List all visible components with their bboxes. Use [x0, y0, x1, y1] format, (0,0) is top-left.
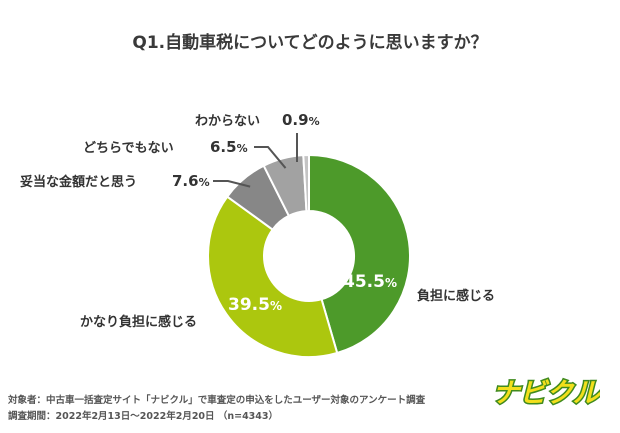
category-label-4: どちらでもない — [83, 141, 174, 156]
category-label-3: 妥当な金額だと思う — [20, 174, 137, 190]
category-label-2: かなり負担に感じる — [80, 314, 197, 330]
navikuru-logo: ナビクル — [492, 377, 600, 410]
survey-period-note: 調査期間：2022年2月13日～2022年2月20日 （n=4343） — [8, 411, 279, 422]
category-label-5: わからない — [195, 114, 260, 129]
value-label-5: 0.9% — [282, 111, 320, 129]
slice-5 — [302, 153, 310, 213]
slice-1 — [308, 153, 411, 355]
leader-line — [213, 180, 251, 188]
category-label-1: 負担に感じる — [417, 288, 495, 304]
value-label-1: 45.5% — [343, 272, 397, 292]
leader-line — [254, 146, 287, 169]
value-label-2: 39.5% — [228, 295, 282, 315]
slice-2 — [207, 195, 339, 358]
value-label-4: 6.5% — [210, 138, 248, 156]
logo-wordmark: ナビクル — [492, 378, 600, 408]
survey-target-note: 対象者：中古車一括査定サイト「ナビクル」で車査定の申込をしたユーザー対象のアンケ… — [8, 395, 426, 406]
chart-title: Q1.自動車税についてどのように思いますか？ — [132, 33, 488, 53]
value-label-3: 7.6% — [172, 172, 210, 190]
